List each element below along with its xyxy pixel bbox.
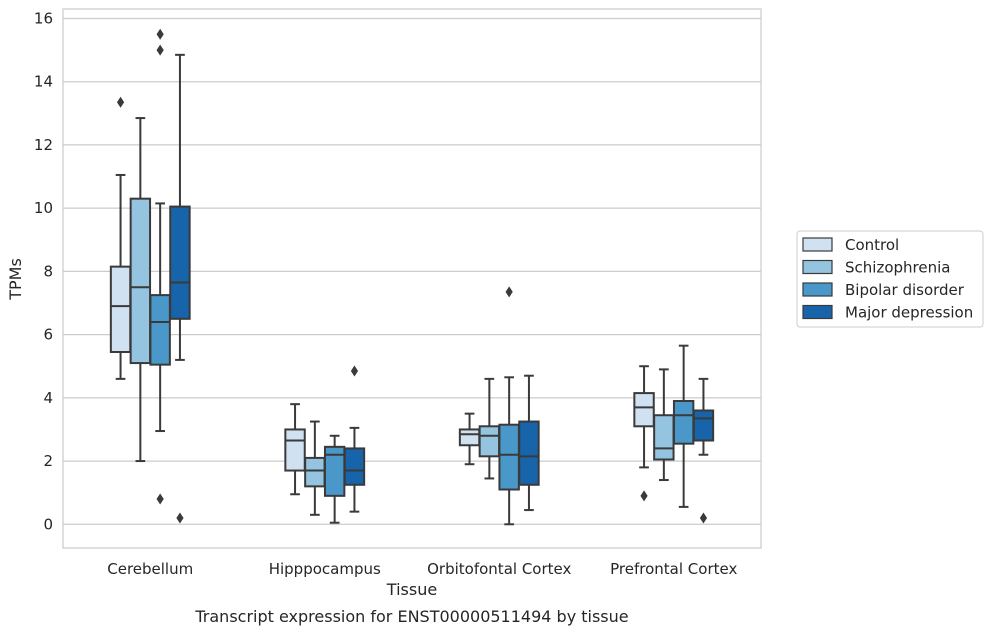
legend-swatch [802, 237, 833, 252]
box-body [304, 456, 326, 488]
box-body [633, 392, 655, 428]
box-schizophrenia [129, 117, 152, 463]
box-control [109, 96, 132, 380]
x-tick-label: Cerebellum [107, 560, 193, 578]
box-body [109, 265, 132, 354]
box-control [458, 412, 481, 466]
x-tick-labels: Cerebellum Hipppocampus Orbitofontal Corte… [107, 560, 737, 578]
legend-label: Major depression [845, 304, 973, 322]
legend-label: Control [845, 236, 899, 254]
box-body [672, 400, 695, 445]
legend-frame [796, 230, 984, 328]
outlier-point [699, 512, 708, 524]
outlier-point [176, 512, 184, 524]
outlier-point [156, 44, 164, 56]
y-tick-labels: 0 2 4 6 8 10 12 14 16 [34, 9, 53, 533]
x-tick-label: Orbitofontal Cortex [427, 560, 571, 578]
legend: Control Schizophrenia Bipolar disorder Majo… [796, 230, 984, 328]
box-body [653, 414, 675, 461]
box-body [343, 447, 366, 486]
box-schizophrenia [304, 420, 326, 516]
box-bipolar-disorder [498, 286, 520, 526]
outlier-point [640, 490, 648, 502]
legend-label: Schizophrenia [845, 259, 950, 277]
x-tick-label: Hipppocampus [269, 560, 381, 578]
box-bipolar-disorder [672, 344, 695, 508]
y-axis-label: TPMs [6, 258, 25, 301]
box-body [284, 428, 306, 472]
box-major-depression [518, 374, 540, 512]
y-tick-label: 2 [43, 452, 53, 470]
y-tick-label: 0 [43, 515, 53, 533]
outlier-point [116, 96, 125, 108]
legend-label: Bipolar disorder [845, 281, 965, 299]
box-control [633, 365, 655, 502]
plot-frame [62, 8, 762, 549]
outlier-point [156, 493, 164, 505]
box-schizophrenia [478, 377, 501, 480]
y-tick-label: 8 [43, 262, 53, 280]
box-groups [109, 28, 715, 526]
box-bipolar-disorder [149, 28, 171, 505]
outlier-point [505, 286, 513, 298]
outlier-point [156, 28, 164, 40]
box-body [129, 197, 152, 365]
box-bipolar-disorder [323, 434, 346, 524]
box-major-depression [692, 377, 715, 524]
x-tick-label: Prefrontal Cortex [610, 560, 737, 578]
y-tick-label: 14 [34, 73, 53, 91]
y-tick-label: 10 [34, 199, 53, 217]
y-tick-label: 16 [34, 9, 53, 27]
outlier-point [350, 365, 359, 377]
box-body [498, 423, 520, 491]
box-body [478, 425, 501, 458]
chart-caption: Transcript expression for ENST0000051149… [194, 607, 628, 626]
legend-swatch [802, 304, 833, 320]
box-major-depression [169, 53, 191, 524]
x-axis-label: Tissue [386, 580, 437, 599]
box-control [284, 403, 306, 496]
box-body [169, 205, 191, 320]
legend-swatch [802, 282, 833, 297]
y-tick-label: 4 [43, 389, 53, 407]
box-body [149, 294, 171, 366]
box-body [458, 428, 481, 447]
box-major-depression [343, 365, 366, 513]
y-tick-label: 12 [34, 136, 53, 154]
box-schizophrenia [653, 368, 675, 482]
box-body [518, 420, 540, 486]
y-tick-label: 6 [43, 326, 53, 344]
legend-swatch [802, 259, 833, 275]
box-body [692, 409, 715, 442]
